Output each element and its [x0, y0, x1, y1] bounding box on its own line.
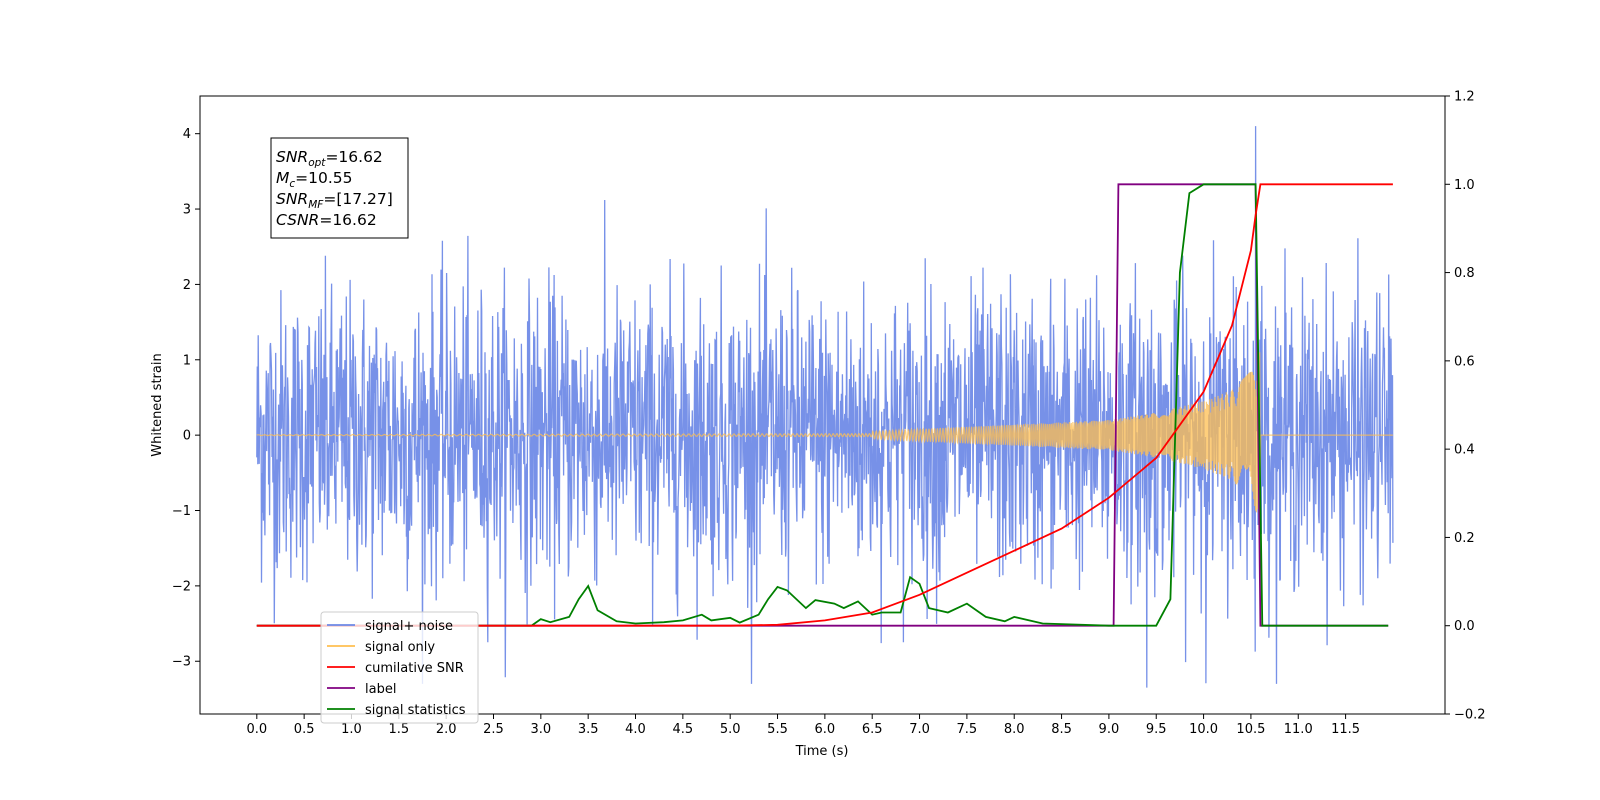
series-cumilative-SNR: [256, 183, 1393, 627]
axis-ticks: 0.0 0.5 1.0 1.5 2.0 2.5 3.0 3.5 4.0 4.5 5.0 5.5 6.0 6…: [172, 90, 1486, 738]
x-tick-label: 8.0: [1004, 722, 1025, 737]
y-right-tick-label: 0.4: [1454, 443, 1475, 458]
annotation-value: =[17.27]: [323, 190, 392, 208]
x-tick-label: 6.5: [862, 722, 883, 737]
plot-area: [256, 126, 1394, 688]
legend-label: signal statistics: [365, 703, 466, 718]
x-tick-label: 0.5: [294, 722, 315, 737]
x-tick-label: 8.5: [1051, 722, 1072, 737]
annotation-box: SNRopt=16.62Mc=10.55SNRMF=[17.27]CSNR=16…: [270, 137, 409, 239]
y-left-tick-label: 2: [183, 278, 191, 293]
annotation-value: =16.62: [325, 148, 382, 166]
y-left-tick-label: −2: [172, 579, 191, 594]
legend-label: signal only: [365, 640, 435, 655]
x-tick-label: 2.5: [483, 722, 504, 737]
annotation-subscript: c: [289, 178, 295, 190]
x-tick-label: 3.5: [578, 722, 599, 737]
x-tick-label: 9.5: [1146, 722, 1167, 737]
y-axis-label: Whitened strain: [150, 353, 165, 456]
y-left-tick-label: −1: [172, 504, 191, 519]
annotation-symbol: CSNR: [276, 211, 319, 229]
series-signal-statistics: [256, 183, 1389, 627]
annotation-subscript: MF: [308, 199, 324, 211]
y-right-tick-label: 0.8: [1454, 266, 1475, 281]
x-tick-label: 11.5: [1331, 722, 1360, 737]
legend-label: cumilative SNR: [365, 661, 464, 676]
x-tick-label: 10.5: [1236, 722, 1265, 737]
x-tick-label: 9.0: [1099, 722, 1120, 737]
annotation-value: =10.55: [295, 169, 352, 187]
series-signal-only: [256, 352, 1393, 513]
x-tick-label: 0.0: [246, 722, 267, 737]
y-left-tick-label: 4: [183, 127, 191, 142]
annotation-line: CSNR=16.62: [276, 211, 377, 229]
legend-frame: [320, 611, 479, 724]
legend-label: signal+ noise: [365, 619, 453, 634]
axes-frame: [199, 95, 1446, 715]
series-signal-noise: [256, 126, 1394, 688]
annotation-subscript: opt: [308, 157, 326, 169]
x-tick-label: 7.0: [909, 722, 930, 737]
y-left-tick-label: 1: [183, 353, 191, 368]
x-tick-label: 2.0: [436, 722, 457, 737]
legend: signal+ noise signal only cumilative SNR la…: [320, 611, 479, 724]
annotation-symbol: M: [276, 169, 289, 187]
y-right-tick-label: −0.2: [1454, 708, 1486, 723]
x-tick-label: 1.5: [388, 722, 409, 737]
x-tick-label: 4.5: [673, 722, 694, 737]
annotation-symbol: SNR: [276, 190, 308, 208]
annotation-line: Mc=10.55: [276, 169, 353, 190]
x-tick-label: 11.0: [1284, 722, 1313, 737]
y-right-tick-label: 1.2: [1454, 90, 1475, 105]
x-tick-label: 5.0: [720, 722, 741, 737]
y-left-tick-label: −3: [172, 655, 191, 670]
annotation-line: SNRopt=16.62: [276, 148, 383, 169]
x-tick-label: 5.5: [767, 722, 788, 737]
x-tick-label: 1.0: [341, 722, 362, 737]
y-right-tick-label: 0.2: [1454, 531, 1475, 546]
annotation-frame: [270, 137, 409, 239]
annotation-value: =16.62: [319, 211, 376, 229]
y-right-tick-label: 0.0: [1454, 619, 1475, 634]
x-tick-label: 3.0: [530, 722, 551, 737]
x-tick-label: 7.5: [957, 722, 978, 737]
y-left-tick-label: 3: [183, 203, 191, 218]
y-right-tick-label: 0.6: [1454, 354, 1475, 369]
legend-label: label: [365, 682, 396, 697]
annotation-line: SNRMF=[17.27]: [276, 190, 393, 211]
annotation-symbol: SNR: [276, 148, 308, 166]
x-axis-label: Time (s): [795, 744, 849, 759]
y-left-tick-label: 0: [183, 429, 191, 444]
y-right-tick-label: 1.0: [1454, 178, 1475, 193]
x-tick-label: 10.0: [1189, 722, 1218, 737]
x-tick-label: 4.0: [625, 722, 646, 737]
x-tick-label: 6.0: [815, 722, 836, 737]
